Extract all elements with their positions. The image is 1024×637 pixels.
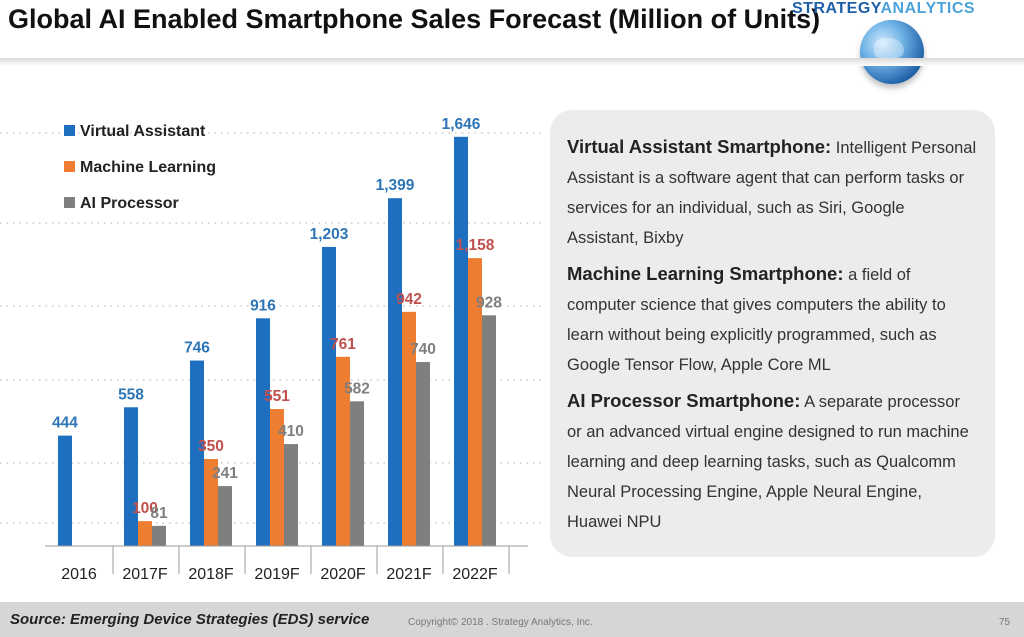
data-label: 100: [132, 500, 158, 517]
data-label: 916: [250, 297, 276, 314]
data-label: 350: [198, 438, 224, 455]
bar-machine-learning-2021f: [402, 311, 416, 546]
bar-machine-learning-2019f: [270, 409, 284, 546]
globe-logo-icon: [860, 20, 924, 84]
legend-label: Machine Learning: [80, 159, 216, 176]
data-label: 582: [344, 380, 370, 397]
legend-label: AI Processor: [80, 195, 179, 212]
definition-text: A separate processor or an advanced virt…: [567, 393, 969, 531]
definitions-panel: Virtual Assistant Smartphone: Intelligen…: [550, 110, 995, 557]
x-tick-label: 2020F: [320, 566, 366, 583]
legend-label: Virtual Assistant: [80, 123, 206, 140]
bar-virtual-assistant-2019f: [256, 318, 270, 546]
legend-swatch: [64, 197, 75, 208]
bar-machine-learning-2018f: [204, 458, 218, 546]
bar-machine-learning-2022f: [468, 258, 482, 546]
x-tick-label: 2017F: [122, 566, 168, 583]
bar-virtual-assistant-2020f: [322, 246, 336, 546]
definition-ai-processor: AI Processor Smartphone: A separate proc…: [567, 386, 979, 537]
data-label: 1,203: [310, 226, 349, 243]
bar-ai-processor-2019f: [284, 444, 298, 546]
header-divider: [0, 58, 1024, 66]
x-tick-label: 2021F: [386, 566, 432, 583]
x-tick-label: 2022F: [452, 566, 498, 583]
source-note: Source: Emerging Device Strategies (EDS)…: [10, 611, 370, 628]
data-label: 241: [212, 465, 238, 482]
definition-title: Machine Learning Smartphone:: [567, 263, 844, 284]
data-label: 558: [118, 386, 144, 403]
data-label: 1,399: [376, 177, 415, 194]
definition-text: a field of computer science that gives c…: [567, 266, 946, 374]
footer-bar: Source: Emerging Device Strategies (EDS)…: [0, 602, 1024, 637]
bar-virtual-assistant-2022f: [454, 136, 468, 547]
definition-text: Intelligent Personal Assistant is a soft…: [567, 139, 977, 247]
bar-ai-processor-2018f: [218, 486, 232, 546]
data-label: 740: [410, 341, 436, 358]
legend-swatch: [64, 161, 75, 172]
data-label: 551: [264, 388, 290, 405]
data-label: 942: [396, 291, 422, 308]
x-tick-label: 2018F: [188, 566, 234, 583]
bar-virtual-assistant-2016: [58, 435, 72, 546]
copyright-text: Copyright© 2018 . Strategy Analytics, In…: [408, 617, 593, 628]
definition-virtual-assistant: Virtual Assistant Smartphone: Intelligen…: [567, 132, 979, 253]
bar-virtual-assistant-2017f: [124, 407, 138, 546]
bar-machine-learning-2017f: [138, 521, 152, 546]
definition-title: Virtual Assistant Smartphone:: [567, 136, 832, 157]
data-label: 928: [476, 294, 502, 311]
data-label: 1,646: [442, 116, 481, 133]
data-label: 1,158: [456, 237, 495, 254]
page-title: Global AI Enabled Smartphone Sales Forec…: [8, 4, 821, 34]
bar-machine-learning-2020f: [336, 356, 350, 546]
legend-swatch: [64, 125, 75, 136]
bar-virtual-assistant-2018f: [190, 360, 204, 546]
logo-word-strategy: STRATEGY: [792, 0, 881, 17]
x-tick-label: 2019F: [254, 566, 300, 583]
bar-ai-processor-2020f: [350, 401, 364, 546]
data-label: 444: [52, 415, 78, 432]
data-label: 410: [278, 423, 304, 440]
brand-logo: STRATEGYANALYTICS: [792, 0, 975, 18]
page-number: 75: [998, 617, 1010, 628]
data-label: 81: [150, 505, 168, 522]
data-label: 746: [184, 340, 210, 357]
bar-chart: 444 558 746 916 1,203 1,399 1,646 100 350 551 761 9…: [0, 116, 545, 583]
bar-virtual-assistant-2021f: [388, 198, 402, 546]
bar-ai-processor-2022f: [482, 315, 496, 546]
bar-ai-processor-2021f: [416, 362, 430, 546]
logo-word-analytics: ANALYTICS: [880, 0, 976, 17]
x-tick-label: 2016: [61, 566, 97, 583]
data-label: 761: [330, 336, 356, 353]
bar-ai-processor-2017f: [152, 525, 166, 546]
definition-title: AI Processor Smartphone:: [567, 390, 801, 411]
definition-machine-learning: Machine Learning Smartphone: a field of …: [567, 259, 979, 380]
